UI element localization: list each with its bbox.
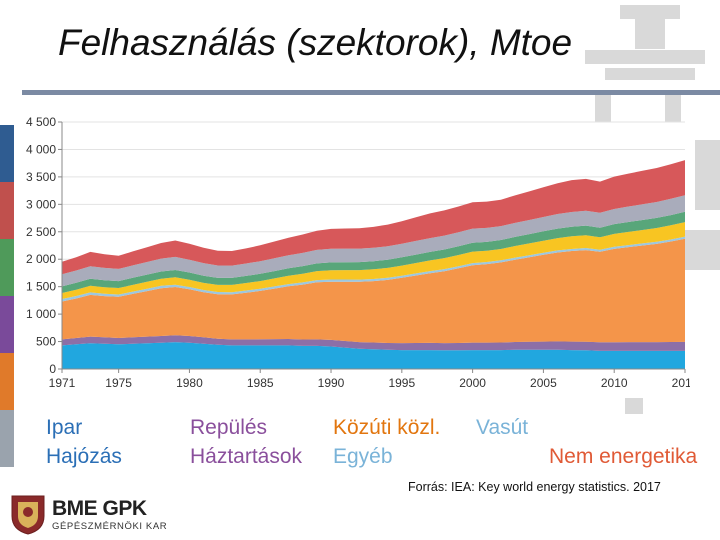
- source-note: Forrás: IEA: Key world energy statistics…: [408, 480, 661, 494]
- x-tick-label: 2005: [530, 376, 557, 390]
- x-tick-label: 1990: [318, 376, 345, 390]
- legend-ipar: Ipar: [46, 416, 83, 439]
- logo-subtitle: GÉPÉSZMÉRNÖKI KAR: [52, 521, 168, 532]
- y-tick-label: 3 500: [26, 170, 56, 184]
- y-tick-label: 2 000: [26, 252, 56, 266]
- area-ipar: [62, 342, 685, 369]
- left-color-strips: [0, 125, 14, 467]
- y-tick-label: 4 000: [26, 142, 56, 156]
- area-chart: 0 500 1 000 1 500 2 000 2 500 3 000 3 500 4 000 4…: [26, 115, 690, 390]
- x-tick-label: 1975: [105, 376, 132, 390]
- area-nem-energetika: [62, 160, 685, 275]
- strip-3: [0, 239, 14, 296]
- x-tick-label: 1971: [49, 376, 76, 390]
- page-title: Felhasználás (szektorok), Mtoe: [58, 22, 573, 63]
- strip-6: [0, 410, 14, 467]
- legend-nem-energetika: Nem energetika: [549, 445, 698, 468]
- area-vasút: [62, 236, 685, 302]
- y-tick-label: 3 000: [26, 197, 56, 211]
- strip-1: [0, 125, 14, 182]
- area-hajózás: [62, 335, 685, 351]
- legend-hajozas: Hajózás: [46, 445, 122, 468]
- area-egyéb: [62, 195, 685, 287]
- title-divider: [22, 90, 720, 95]
- y-tick-label: 500: [36, 335, 56, 349]
- y-tick-label: 1 500: [26, 280, 56, 294]
- logo-title: BME GPK: [52, 497, 147, 520]
- legend-egyeb: Egyéb: [333, 445, 393, 468]
- legend-kozuti-kozl: Közúti közl.: [333, 416, 441, 439]
- strip-2: [0, 182, 14, 239]
- strip-5: [0, 353, 14, 410]
- university-crest-icon: [11, 495, 45, 535]
- y-tick-label: 1 000: [26, 307, 56, 321]
- strip-4: [0, 296, 14, 353]
- x-tick-label: 1980: [176, 376, 203, 390]
- legend-repules: Repülés: [190, 416, 268, 439]
- area-háztartások: [62, 211, 685, 293]
- y-tick-label: 4 500: [26, 115, 56, 129]
- x-tick-label: 1995: [388, 376, 415, 390]
- area-közúti-közl-: [62, 238, 685, 344]
- y-tick-label: 0: [49, 362, 56, 376]
- y-tick-label: 2 500: [26, 225, 56, 239]
- area-repülés: [62, 222, 685, 299]
- x-tick-label: 2010: [601, 376, 628, 390]
- legend-vasut: Vasút: [476, 416, 529, 439]
- x-tick-label: 2000: [459, 376, 486, 390]
- x-tick-label: 2015: [672, 376, 690, 390]
- legend-haztartasok: Háztartások: [190, 445, 303, 468]
- x-tick-label: 1985: [247, 376, 274, 390]
